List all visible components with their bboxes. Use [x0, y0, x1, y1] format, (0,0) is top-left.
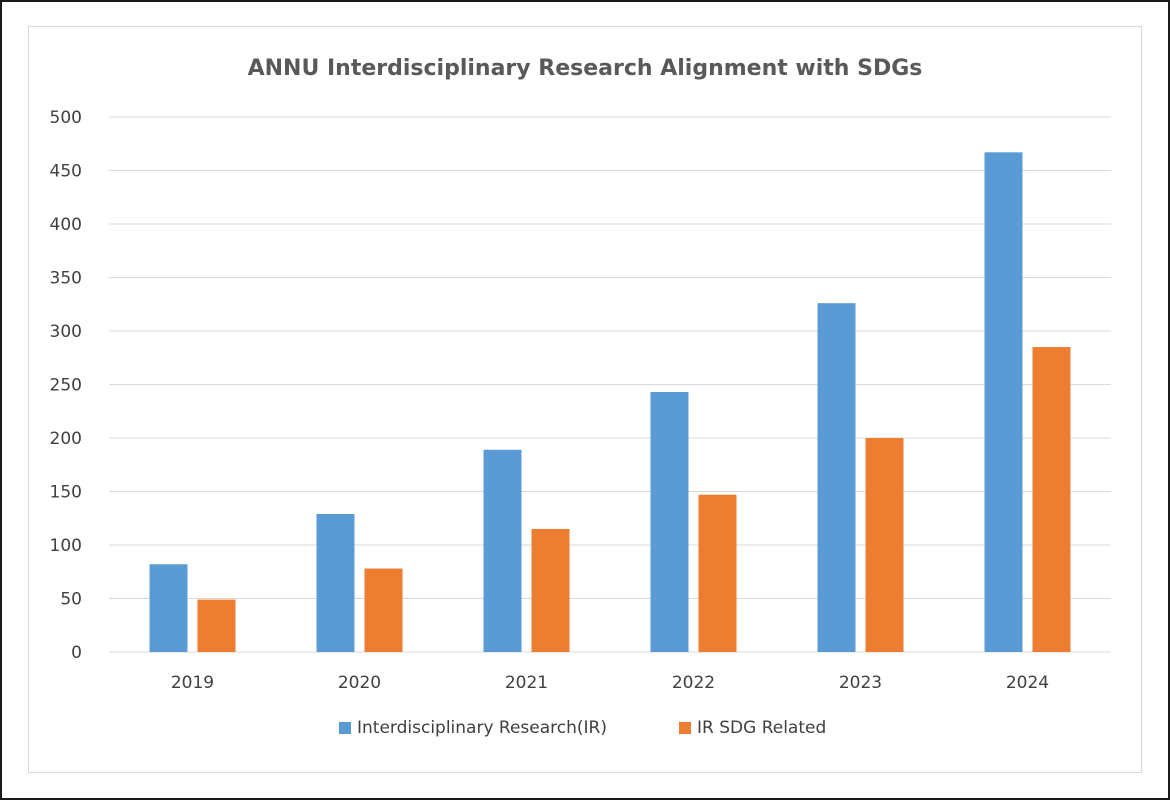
y-tick-label: 450 — [50, 162, 82, 182]
x-tick-label: 2023 — [839, 673, 882, 693]
bar-ir-2021 — [483, 449, 522, 652]
chart-title: ANNU Interdisciplinary Research Alignmen… — [248, 56, 923, 81]
y-tick-label: 0 — [71, 643, 82, 663]
x-tick-label: 2022 — [672, 673, 715, 693]
legend: Interdisciplinary Research(IR) IR SDG Rel… — [339, 718, 826, 738]
y-axis-ticks: 0 50 100 150 200 250 300 350 400 450 500 — [50, 108, 82, 663]
y-tick-label: 200 — [50, 429, 82, 449]
x-tick-label: 2020 — [338, 673, 381, 693]
bar-chart: ANNU Interdisciplinary Research Alignmen… — [50, 56, 1111, 738]
x-tick-label: 2021 — [505, 673, 548, 693]
y-tick-label: 250 — [50, 376, 82, 396]
y-tick-label: 400 — [50, 215, 82, 235]
bar-ir-sdg-2022 — [698, 494, 737, 652]
legend-swatch — [339, 722, 351, 734]
legend-label: IR SDG Related — [697, 718, 826, 738]
y-tick-label: 350 — [50, 269, 82, 289]
bar-ir-sdg-2024 — [1032, 347, 1071, 652]
y-tick-label: 500 — [50, 108, 82, 128]
bar-ir-2024 — [984, 152, 1023, 652]
bar-ir-2023 — [817, 303, 856, 652]
bar-ir-sdg-2020 — [364, 568, 403, 652]
legend-swatch — [679, 722, 691, 734]
bar-ir-2022 — [650, 391, 689, 652]
chart-area: ANNU Interdisciplinary Research Alignmen… — [28, 26, 1142, 773]
bar-ir-2020 — [316, 513, 355, 652]
y-tick-label: 300 — [50, 322, 82, 342]
x-tick-label: 2019 — [171, 673, 214, 693]
gridlines — [109, 116, 1111, 653]
y-tick-label: 100 — [50, 536, 82, 556]
y-tick-label: 50 — [60, 590, 82, 610]
bar-ir-sdg-2021 — [531, 528, 570, 652]
y-tick-label: 150 — [50, 483, 82, 503]
x-axis-ticks: 2019 2020 2021 2022 2023 2024 — [171, 673, 1049, 693]
bar-ir-2019 — [149, 564, 188, 652]
bars — [149, 152, 1071, 652]
legend-label: Interdisciplinary Research(IR) — [357, 718, 607, 738]
bar-ir-sdg-2023 — [865, 438, 904, 652]
bar-ir-sdg-2019 — [197, 599, 236, 652]
x-tick-label: 2024 — [1006, 673, 1049, 693]
